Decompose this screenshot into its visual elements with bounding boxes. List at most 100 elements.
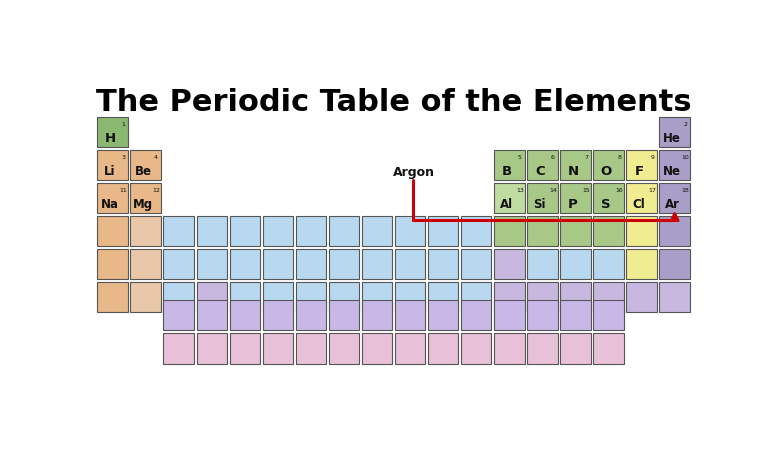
- Bar: [98, 282, 127, 313]
- Text: C: C: [535, 164, 545, 177]
- Text: F: F: [634, 164, 644, 177]
- Bar: [230, 334, 260, 364]
- Bar: [527, 282, 558, 313]
- Bar: [329, 334, 359, 364]
- Bar: [197, 249, 227, 279]
- Text: 18: 18: [681, 187, 689, 192]
- Bar: [561, 183, 591, 213]
- Bar: [296, 249, 326, 279]
- Bar: [627, 282, 657, 313]
- Bar: [263, 216, 293, 247]
- Bar: [395, 282, 425, 313]
- Bar: [494, 249, 525, 279]
- Bar: [660, 249, 690, 279]
- Bar: [395, 300, 425, 331]
- Bar: [660, 117, 690, 147]
- Bar: [561, 334, 591, 364]
- Text: P: P: [568, 197, 578, 210]
- Bar: [395, 249, 425, 279]
- Text: Si: Si: [534, 197, 546, 210]
- Text: Na: Na: [101, 197, 119, 210]
- Bar: [395, 216, 425, 247]
- Bar: [98, 216, 127, 247]
- Text: Li: Li: [104, 164, 116, 177]
- Bar: [660, 183, 690, 213]
- Bar: [197, 300, 227, 331]
- Text: O: O: [601, 164, 611, 177]
- Bar: [594, 150, 624, 181]
- Bar: [329, 249, 359, 279]
- Text: 8: 8: [617, 155, 621, 160]
- Bar: [164, 300, 194, 331]
- Text: He: He: [663, 131, 681, 144]
- Bar: [561, 216, 591, 247]
- Bar: [131, 216, 161, 247]
- Bar: [494, 150, 525, 181]
- Bar: [461, 300, 492, 331]
- Bar: [428, 282, 458, 313]
- Text: 5: 5: [518, 155, 521, 160]
- Bar: [461, 282, 492, 313]
- Text: 2: 2: [684, 121, 687, 126]
- Text: Ar: Ar: [664, 197, 680, 210]
- Text: 4: 4: [154, 155, 158, 160]
- Bar: [395, 334, 425, 364]
- Bar: [527, 216, 558, 247]
- Bar: [494, 334, 525, 364]
- Bar: [594, 216, 624, 247]
- Bar: [461, 216, 492, 247]
- Bar: [362, 300, 392, 331]
- Text: Be: Be: [134, 164, 151, 177]
- Bar: [627, 216, 657, 247]
- Bar: [494, 282, 525, 313]
- Bar: [164, 334, 194, 364]
- Bar: [230, 249, 260, 279]
- Text: Cl: Cl: [633, 197, 645, 210]
- Bar: [197, 282, 227, 313]
- Bar: [98, 117, 127, 147]
- Bar: [561, 249, 591, 279]
- Bar: [561, 282, 591, 313]
- Bar: [461, 249, 492, 279]
- Bar: [98, 249, 127, 279]
- Bar: [527, 183, 558, 213]
- Bar: [296, 334, 326, 364]
- Bar: [428, 334, 458, 364]
- Text: 6: 6: [551, 155, 555, 160]
- Bar: [263, 282, 293, 313]
- Text: 14: 14: [549, 187, 557, 192]
- Bar: [164, 282, 194, 313]
- Bar: [131, 282, 161, 313]
- Text: 16: 16: [615, 187, 623, 192]
- Bar: [329, 282, 359, 313]
- Bar: [131, 183, 161, 213]
- Bar: [561, 300, 591, 331]
- Bar: [362, 249, 392, 279]
- Text: 15: 15: [582, 187, 590, 192]
- Text: 9: 9: [650, 155, 654, 160]
- Bar: [594, 249, 624, 279]
- Text: 1: 1: [121, 121, 125, 126]
- Bar: [461, 334, 492, 364]
- Bar: [627, 249, 657, 279]
- Bar: [494, 216, 525, 247]
- Bar: [660, 150, 690, 181]
- Bar: [98, 183, 127, 213]
- Text: Argon: Argon: [392, 166, 435, 179]
- Bar: [527, 300, 558, 331]
- Text: N: N: [568, 164, 578, 177]
- Bar: [362, 334, 392, 364]
- Bar: [494, 183, 525, 213]
- Bar: [428, 249, 458, 279]
- Bar: [428, 216, 458, 247]
- Bar: [329, 300, 359, 331]
- Bar: [197, 216, 227, 247]
- Bar: [98, 150, 127, 181]
- Text: H: H: [104, 131, 115, 144]
- Text: Mg: Mg: [133, 197, 153, 210]
- Bar: [660, 282, 690, 313]
- Bar: [197, 334, 227, 364]
- Text: Ne: Ne: [663, 164, 681, 177]
- Bar: [263, 249, 293, 279]
- Bar: [594, 300, 624, 331]
